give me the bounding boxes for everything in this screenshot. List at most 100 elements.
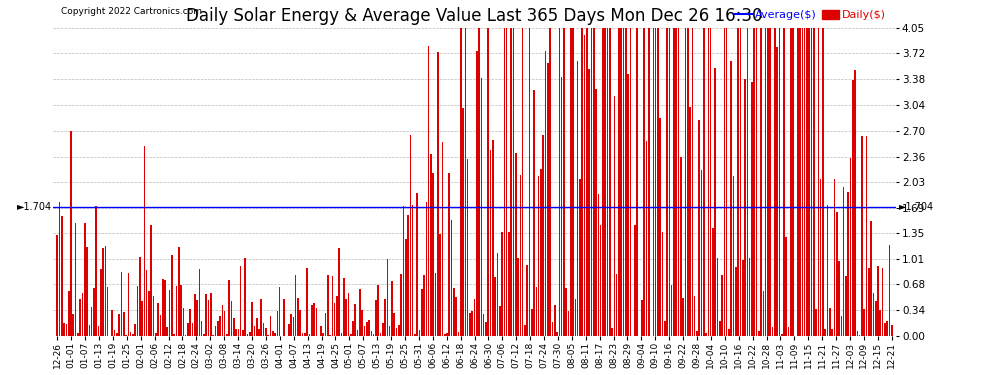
Bar bbox=[671, 285, 672, 336]
Bar bbox=[251, 302, 252, 336]
Bar bbox=[332, 276, 334, 336]
Bar bbox=[572, 28, 574, 336]
Bar bbox=[201, 321, 203, 336]
Bar bbox=[820, 179, 822, 336]
Bar bbox=[809, 28, 810, 336]
Bar bbox=[309, 334, 310, 336]
Bar bbox=[504, 28, 505, 336]
Bar bbox=[316, 308, 317, 336]
Bar bbox=[822, 28, 824, 336]
Bar bbox=[137, 286, 139, 336]
Bar bbox=[705, 333, 707, 336]
Bar bbox=[81, 293, 83, 336]
Bar bbox=[327, 274, 329, 336]
Bar bbox=[421, 289, 423, 336]
Bar bbox=[772, 327, 773, 336]
Bar bbox=[879, 310, 881, 336]
Bar bbox=[637, 28, 639, 336]
Bar bbox=[467, 159, 468, 336]
Bar bbox=[288, 324, 290, 336]
Bar bbox=[366, 322, 367, 336]
Bar bbox=[536, 287, 538, 336]
Bar bbox=[247, 334, 248, 336]
Bar bbox=[382, 322, 383, 336]
Bar bbox=[245, 258, 247, 336]
Bar bbox=[584, 35, 585, 336]
Bar bbox=[762, 291, 764, 336]
Bar bbox=[398, 325, 400, 336]
Bar bbox=[164, 280, 165, 336]
Bar bbox=[460, 28, 461, 336]
Bar bbox=[527, 266, 528, 336]
Bar bbox=[604, 28, 606, 336]
Bar bbox=[79, 299, 81, 336]
Bar bbox=[58, 202, 60, 336]
Bar bbox=[311, 305, 313, 336]
Bar bbox=[182, 308, 184, 336]
Bar bbox=[405, 239, 407, 336]
Bar bbox=[508, 231, 510, 336]
Bar bbox=[579, 178, 581, 336]
Bar bbox=[236, 329, 237, 336]
Bar bbox=[457, 332, 459, 336]
Bar bbox=[719, 321, 721, 336]
Bar bbox=[100, 269, 102, 336]
Bar bbox=[168, 290, 170, 336]
Bar bbox=[389, 327, 390, 336]
Bar bbox=[373, 334, 374, 336]
Bar bbox=[260, 299, 262, 336]
Bar bbox=[886, 321, 888, 336]
Bar bbox=[774, 28, 775, 336]
Bar bbox=[659, 117, 661, 336]
Bar bbox=[155, 333, 156, 336]
Bar bbox=[668, 28, 670, 336]
Bar bbox=[84, 223, 85, 336]
Bar bbox=[107, 287, 109, 336]
Bar bbox=[77, 333, 78, 336]
Bar bbox=[347, 292, 349, 336]
Bar bbox=[128, 273, 129, 336]
Bar bbox=[778, 28, 780, 336]
Title: Daily Solar Energy & Average Value Last 365 Days Mon Dec 26 16:30: Daily Solar Energy & Average Value Last … bbox=[186, 7, 762, 25]
Bar bbox=[178, 248, 179, 336]
Bar bbox=[469, 313, 470, 336]
Bar bbox=[375, 300, 377, 336]
Bar bbox=[607, 28, 608, 336]
Bar bbox=[630, 28, 632, 336]
Bar bbox=[781, 334, 782, 336]
Bar bbox=[591, 28, 592, 336]
Bar bbox=[139, 256, 141, 336]
Bar bbox=[664, 321, 665, 336]
Bar bbox=[710, 28, 712, 336]
Bar bbox=[565, 288, 567, 336]
Bar bbox=[738, 28, 739, 336]
Bar bbox=[515, 153, 517, 336]
Bar bbox=[98, 326, 99, 336]
Bar bbox=[558, 28, 560, 336]
Bar bbox=[274, 333, 276, 336]
Bar bbox=[529, 28, 531, 336]
Bar bbox=[325, 313, 327, 336]
Bar bbox=[253, 326, 255, 336]
Bar bbox=[391, 281, 393, 336]
Bar bbox=[162, 279, 163, 336]
Bar bbox=[283, 298, 285, 336]
Bar bbox=[861, 136, 862, 336]
Bar bbox=[363, 326, 365, 336]
Bar bbox=[224, 310, 226, 336]
Bar bbox=[813, 28, 815, 336]
Bar bbox=[570, 28, 571, 336]
Bar bbox=[628, 74, 629, 336]
Bar bbox=[785, 237, 787, 336]
Bar bbox=[701, 170, 702, 336]
Bar bbox=[194, 294, 196, 336]
Bar bbox=[478, 28, 480, 336]
Bar bbox=[240, 266, 242, 336]
Bar bbox=[647, 28, 649, 336]
Bar bbox=[856, 331, 858, 336]
Bar bbox=[792, 28, 794, 336]
Bar bbox=[86, 247, 88, 336]
Bar bbox=[144, 146, 146, 336]
Bar bbox=[884, 323, 886, 336]
Bar bbox=[354, 304, 356, 336]
